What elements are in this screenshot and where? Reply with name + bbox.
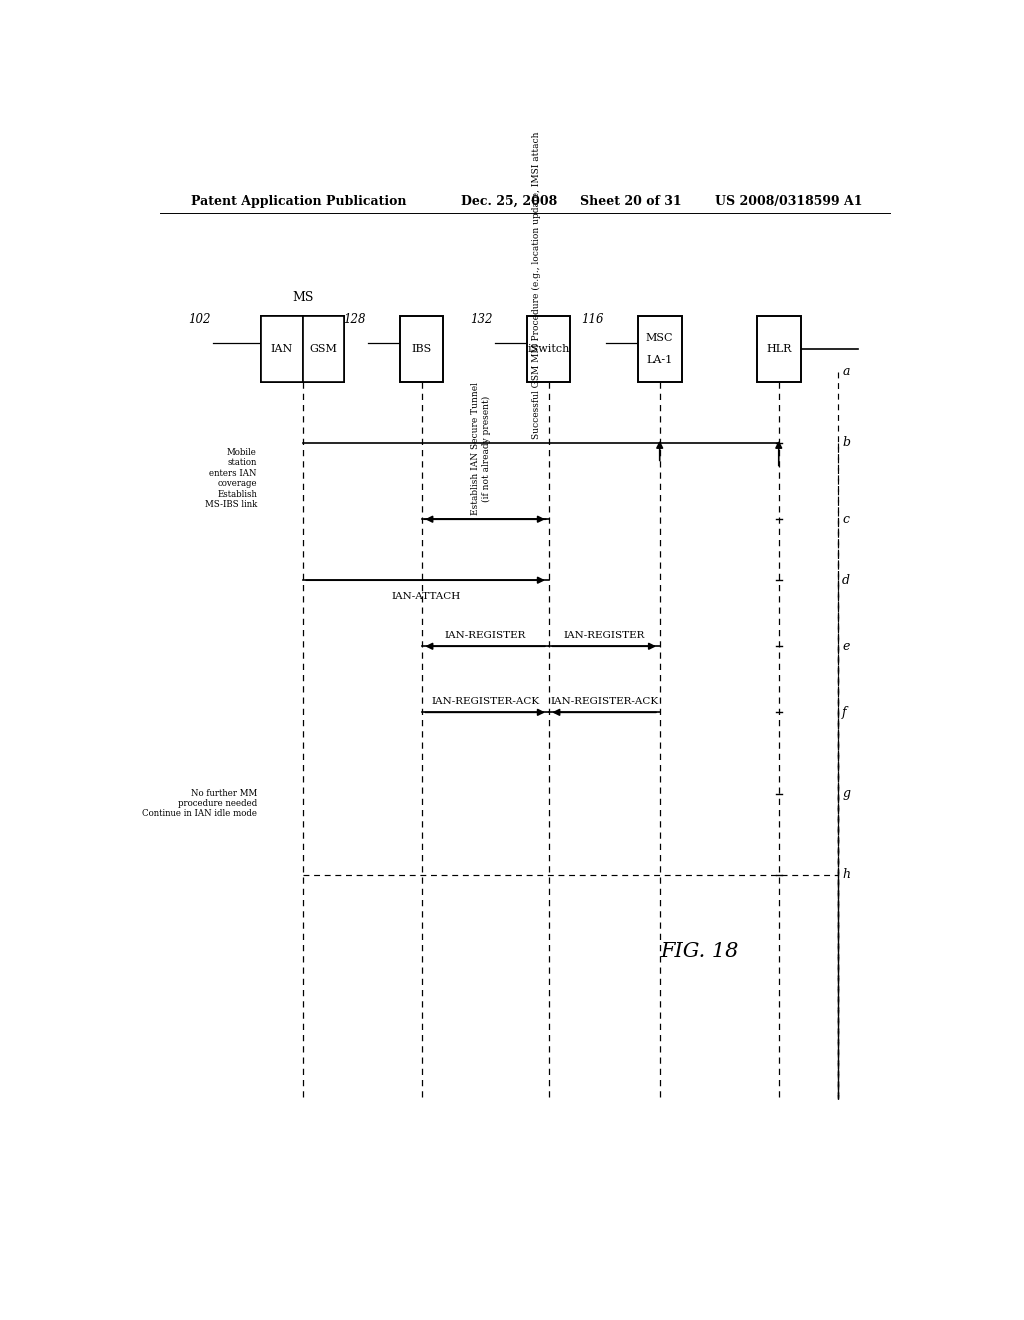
Text: MS: MS [292,290,313,304]
Text: 132: 132 [470,313,493,326]
Text: IBS: IBS [412,345,432,354]
Text: h: h [842,869,850,882]
Text: IAN: IAN [270,345,293,354]
Text: Successful GSM MM Procedure (e.g., location update, IMSI attach: Successful GSM MM Procedure (e.g., locat… [532,132,542,440]
Text: LA-1: LA-1 [646,355,673,366]
Text: US 2008/0318599 A1: US 2008/0318599 A1 [715,194,863,207]
Bar [757,315,801,381]
Text: d: d [842,574,850,586]
Text: a: a [842,366,850,379]
Text: iSwitch: iSwitch [527,345,569,354]
Text: IAN-REGISTER: IAN-REGISTER [444,631,525,640]
Text: HLR: HLR [766,345,792,354]
Bar [526,315,570,381]
Bar [399,315,443,381]
Bar [261,315,303,381]
Text: c: c [842,512,849,525]
Text: e: e [842,640,850,653]
Text: g: g [842,787,850,800]
Text: b: b [842,437,850,450]
Text: 116: 116 [582,313,604,326]
Bar [638,315,682,381]
Text: 102: 102 [188,313,211,326]
Text: Dec. 25, 2008: Dec. 25, 2008 [461,194,557,207]
Bar [303,315,344,381]
Text: Mobile
station
enters IAN
coverage
Establish
MS-IBS link: Mobile station enters IAN coverage Estab… [205,447,257,510]
Text: Establish IAN Secure Tunnel
(if not already present): Establish IAN Secure Tunnel (if not alre… [471,383,490,515]
Text: GSM: GSM [309,345,337,354]
Text: 128: 128 [343,313,366,326]
Text: MSC: MSC [646,333,674,343]
Text: IAN-REGISTER-ACK: IAN-REGISTER-ACK [431,697,540,706]
Text: Patent Application Publication: Patent Application Publication [191,194,407,207]
Text: FIG. 18: FIG. 18 [660,941,738,961]
Text: IAN-REGISTER-ACK: IAN-REGISTER-ACK [550,697,658,706]
Bar [261,315,344,381]
Text: f: f [842,706,847,719]
Text: IAN-REGISTER: IAN-REGISTER [563,631,645,640]
Text: IAN-ATTACH: IAN-ATTACH [391,593,460,602]
Text: Sheet 20 of 31: Sheet 20 of 31 [581,194,682,207]
Text: No further MM
procedure needed
Continue in IAN idle mode: No further MM procedure needed Continue … [142,788,257,818]
